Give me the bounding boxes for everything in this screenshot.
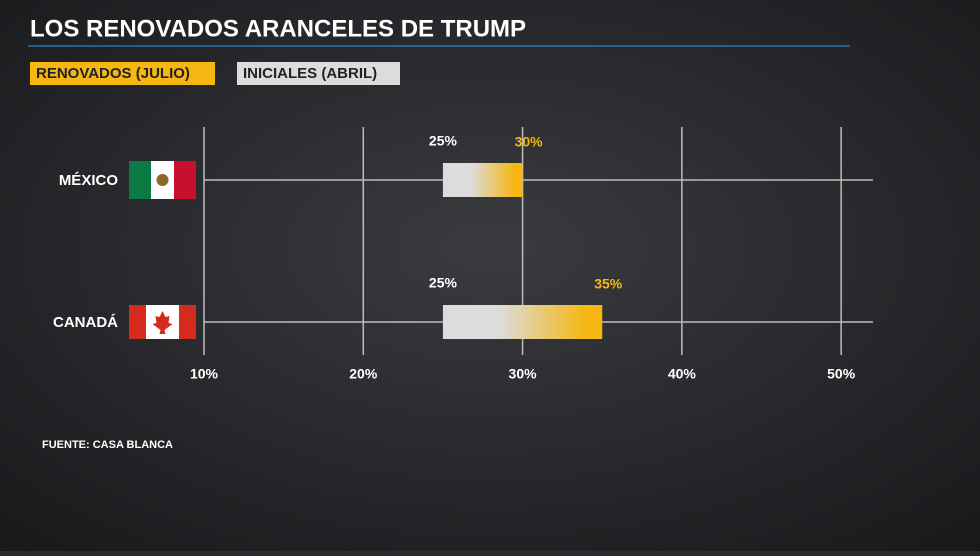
- bar: [442, 305, 603, 339]
- value-label: 25%: [429, 133, 458, 149]
- value-label: 35%: [594, 276, 623, 292]
- flag-canada: [129, 305, 196, 339]
- legend-label: INICIALES (ABRIL): [243, 65, 377, 82]
- value-label: 25%: [429, 275, 458, 291]
- y-tick-label: MÉXICO: [59, 172, 119, 189]
- x-tick-label: 40%: [668, 366, 697, 382]
- chart-title: LOS RENOVADOS ARANCELES DE TRUMP: [30, 15, 526, 42]
- source: FUENTE: CASA BLANCA: [42, 439, 173, 451]
- legend-swatch: [30, 62, 215, 85]
- flag-mexico: [129, 161, 196, 199]
- value-label: 30%: [515, 134, 544, 150]
- legend-swatch: [237, 62, 400, 85]
- x-tick-label: 10%: [190, 366, 219, 382]
- x-tick-label: 30%: [509, 366, 538, 382]
- x-tick-label: 50%: [827, 366, 856, 382]
- x-tick-label: 20%: [349, 366, 378, 382]
- y-tick-label: CANADÁ: [53, 314, 118, 331]
- bar: [442, 163, 523, 197]
- legend-label: RENOVADOS (JULIO): [36, 65, 190, 82]
